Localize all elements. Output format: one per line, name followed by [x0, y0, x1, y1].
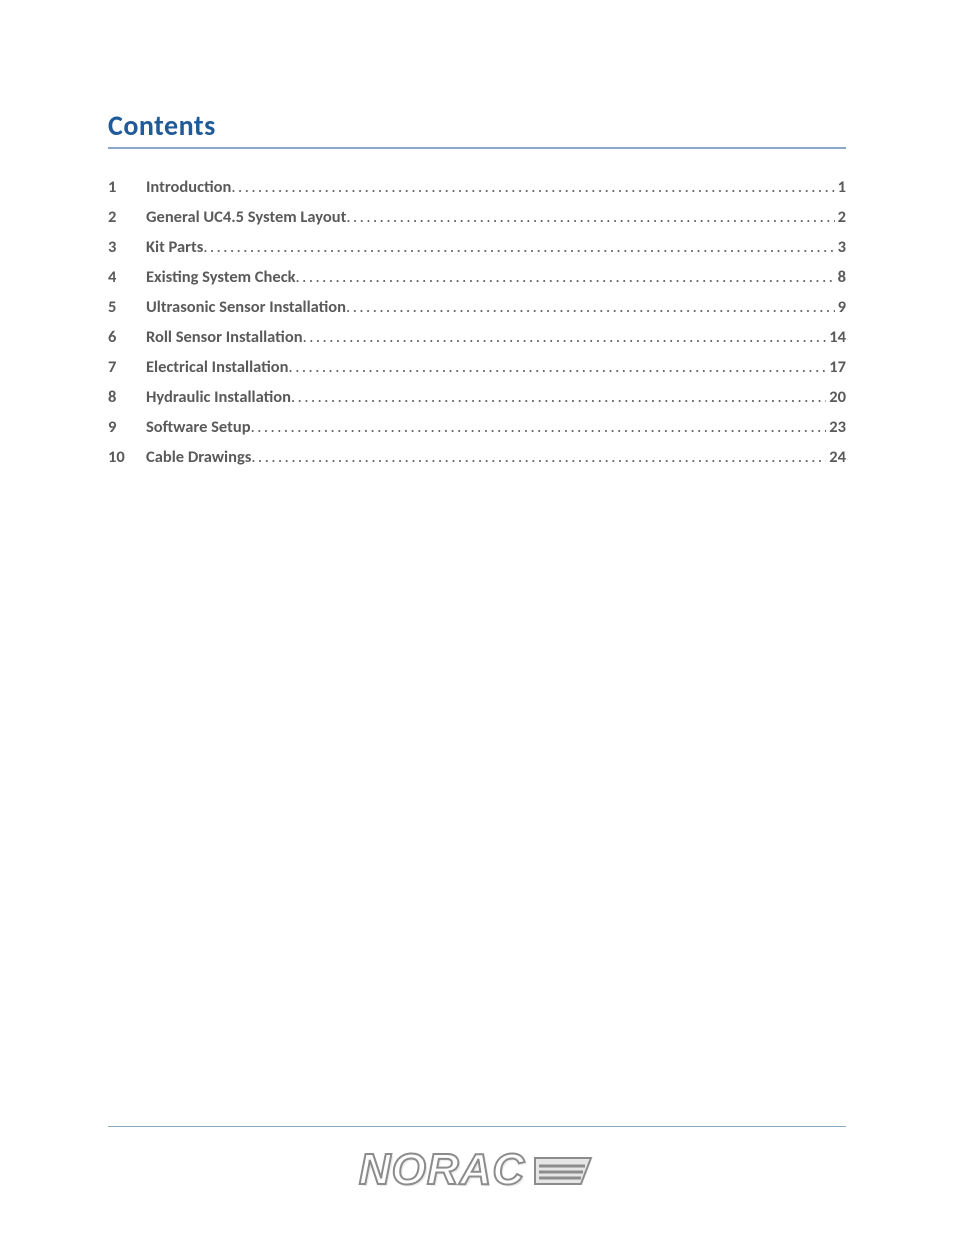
toc-title: Ultrasonic Sensor Installation — [146, 297, 346, 317]
toc-number: 4 — [108, 267, 146, 287]
toc-number: 3 — [108, 237, 146, 257]
table-of-contents: 1 Introduction 1 2 General UC4.5 System … — [108, 177, 846, 467]
toc-leader — [346, 297, 835, 317]
toc-entry[interactable]: 3 Kit Parts 3 — [108, 237, 846, 257]
toc-title: Kit Parts — [146, 237, 203, 257]
toc-page: 23 — [826, 417, 846, 437]
toc-entry[interactable]: 1 Introduction 1 — [108, 177, 846, 197]
toc-leader — [346, 207, 834, 227]
toc-page: 1 — [835, 177, 846, 197]
toc-number: 6 — [108, 327, 146, 347]
toc-entry[interactable]: 5 Ultrasonic Sensor Installation 9 — [108, 297, 846, 317]
toc-number: 2 — [108, 207, 146, 227]
toc-page: 3 — [835, 237, 846, 257]
logo-text: NORAC — [359, 1145, 525, 1195]
toc-number: 9 — [108, 417, 146, 437]
brand-logo: NORAC — [359, 1145, 595, 1195]
toc-page: 8 — [835, 267, 846, 287]
toc-title: Cable Drawings — [146, 447, 251, 467]
toc-number: 10 — [108, 447, 146, 467]
toc-page: 9 — [835, 297, 846, 317]
toc-leader — [251, 417, 827, 437]
toc-entry[interactable]: 4 Existing System Check 8 — [108, 267, 846, 287]
toc-page: 17 — [826, 357, 846, 377]
logo-mark-icon — [531, 1150, 595, 1190]
toc-entry[interactable]: 8 Hydraulic Installation 20 — [108, 387, 846, 407]
toc-number: 1 — [108, 177, 146, 197]
toc-page: 20 — [826, 387, 846, 407]
toc-entry[interactable]: 9 Software Setup 23 — [108, 417, 846, 437]
toc-title: Existing System Check — [146, 267, 296, 287]
toc-leader — [231, 177, 834, 197]
toc-number: 5 — [108, 297, 146, 317]
toc-page: 24 — [826, 447, 846, 467]
toc-number: 7 — [108, 357, 146, 377]
toc-page: 2 — [835, 207, 846, 227]
page-footer: NORAC — [108, 1126, 846, 1195]
toc-entry[interactable]: 7 Electrical Installation 17 — [108, 357, 846, 377]
toc-title: Introduction — [146, 177, 231, 197]
toc-title: Hydraulic Installation — [146, 387, 291, 407]
toc-entry[interactable]: 2 General UC4.5 System Layout 2 — [108, 207, 846, 227]
toc-title: General UC4.5 System Layout — [146, 207, 346, 227]
toc-leader — [289, 357, 827, 377]
document-page: Contents 1 Introduction 1 2 General UC4.… — [0, 0, 954, 1235]
toc-entry[interactable]: 10 Cable Drawings 24 — [108, 447, 846, 467]
toc-title: Roll Sensor Installation — [146, 327, 303, 347]
toc-leader — [296, 267, 835, 287]
toc-title: Electrical Installation — [146, 357, 289, 377]
contents-heading: Contents — [108, 108, 846, 149]
toc-number: 8 — [108, 387, 146, 407]
toc-leader — [203, 237, 834, 257]
toc-leader — [251, 447, 826, 467]
toc-page: 14 — [826, 327, 846, 347]
spacer — [108, 467, 846, 1126]
toc-entry[interactable]: 6 Roll Sensor Installation 14 — [108, 327, 846, 347]
toc-title: Software Setup — [146, 417, 251, 437]
toc-leader — [303, 327, 827, 347]
toc-leader — [291, 387, 826, 407]
